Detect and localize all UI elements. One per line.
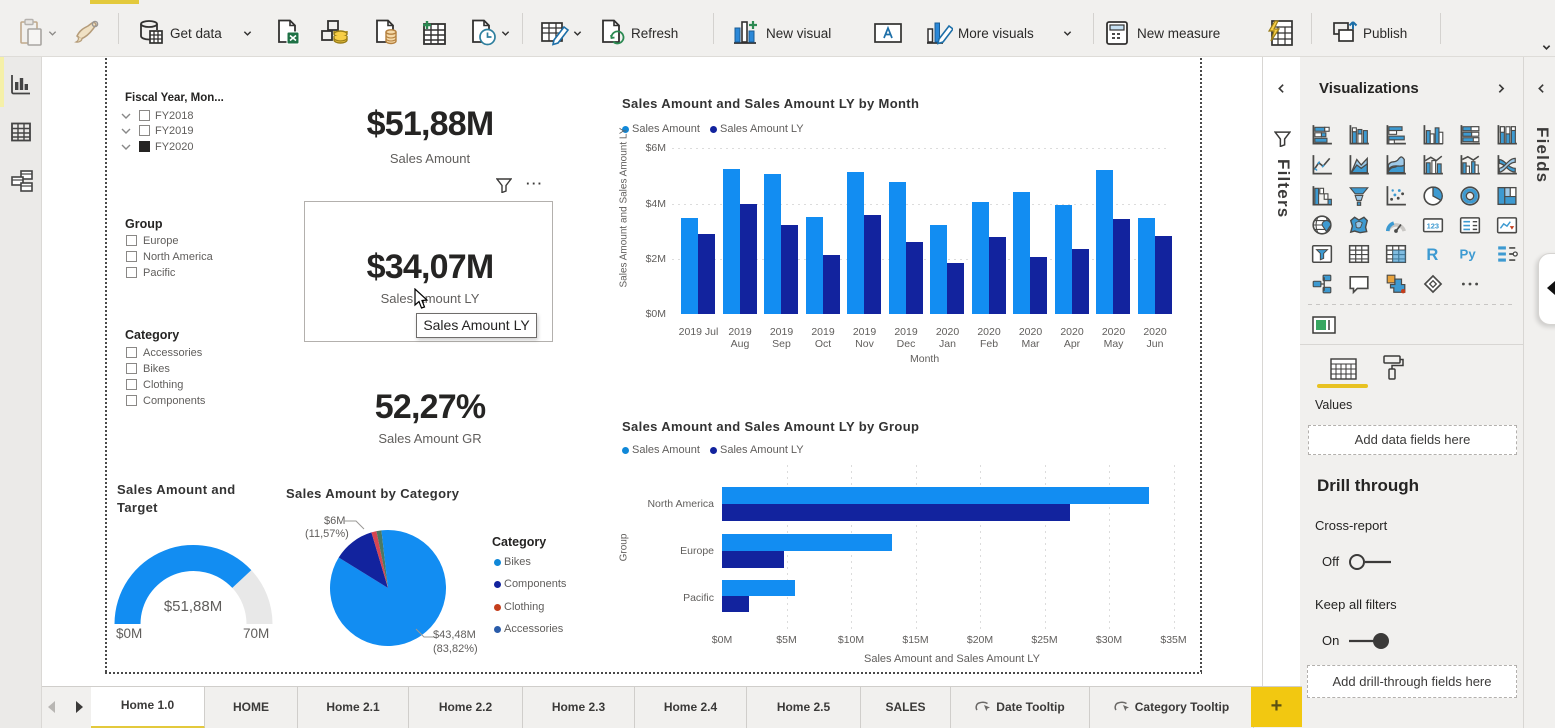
svg-text:123: 123 (1427, 222, 1439, 231)
svg-text:R: R (1426, 246, 1438, 264)
svg-text:Py: Py (1460, 246, 1477, 261)
